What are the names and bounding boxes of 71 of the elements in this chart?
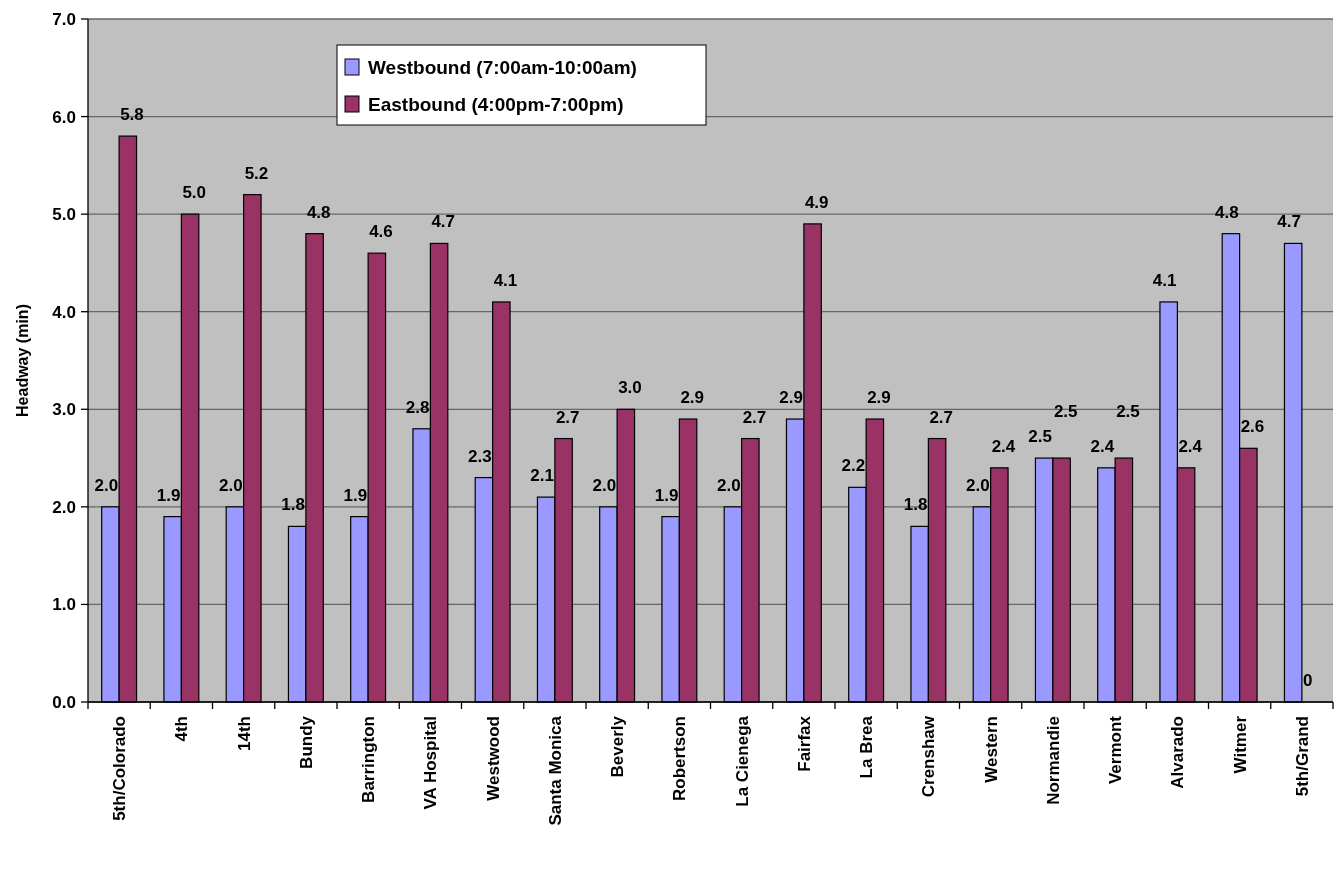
data-label: 1.8 (903, 495, 928, 515)
data-label: 2.4 (1178, 436, 1203, 456)
x-tick-label: Santa Monica (545, 715, 565, 826)
x-tick-label: Robertson (670, 716, 690, 801)
data-label: 2.4 (1090, 436, 1115, 456)
data-label: 4.8 (306, 202, 331, 222)
data-label: 2.9 (779, 388, 803, 408)
data-label: 5.0 (182, 183, 207, 203)
data-label: 2.4 (991, 436, 1016, 456)
data-label: 2.0 (218, 475, 243, 495)
data-label: 2.7 (929, 407, 954, 427)
y-tick-label: 2.0 (52, 497, 76, 517)
x-tick-label: Barrington (359, 716, 379, 803)
y-tick-label: 4.0 (52, 302, 76, 322)
data-label: 2.8 (405, 397, 430, 417)
data-label: 1.9 (343, 485, 368, 505)
data-label: 2.0 (94, 475, 119, 495)
x-tick-label: Fairfax (794, 715, 814, 772)
x-tick-label: La Cienega (732, 715, 752, 807)
data-label: 2.2 (841, 456, 866, 476)
data-label: 5.8 (120, 105, 144, 125)
y-tick-label: 7.0 (52, 9, 76, 29)
y-tick-label: 5.0 (52, 205, 76, 225)
legend-label: Westbound (7:00am-10:00am) (368, 56, 637, 78)
data-label: 4.7 (431, 212, 456, 232)
data-label: 1.9 (156, 485, 181, 505)
x-tick-label: 4th (172, 716, 192, 742)
x-tick-label: Vermont (1106, 715, 1126, 785)
data-label: 2.0 (716, 475, 741, 495)
data-label: 2.7 (742, 407, 767, 427)
y-axis-title: Headway (min) (14, 304, 31, 417)
data-label: 2.9 (867, 388, 891, 408)
data-label: 2.7 (555, 407, 580, 427)
data-label: 5.2 (244, 163, 269, 183)
data-label: 4.8 (1214, 202, 1239, 222)
data-label: 2.5 (1116, 402, 1140, 422)
x-tick-label: 5th/Colorado (110, 716, 130, 821)
x-tick-label: Western (981, 716, 1001, 783)
y-tick-label: 0.0 (52, 692, 76, 712)
data-label: 4.7 (1277, 212, 1301, 232)
x-tick-label: Bundy (296, 715, 316, 769)
x-tick-label: Crenshaw (919, 715, 939, 798)
y-tick-label: 3.0 (52, 400, 76, 420)
data-label: 2.9 (680, 388, 705, 408)
data-label: 2.0 (592, 475, 617, 495)
data-label: 2.1 (530, 466, 554, 486)
x-tick-label: 5th/Grand (1292, 716, 1312, 797)
data-label: 2.5 (1053, 402, 1078, 422)
data-label: 2.3 (467, 446, 492, 466)
data-label: 2.0 (965, 475, 990, 495)
x-tick-label: VA Hospital (421, 716, 441, 810)
x-tick-label: Normandie (1043, 716, 1063, 805)
data-label: 4.1 (493, 270, 518, 290)
data-label: 0 (1302, 671, 1313, 690)
data-label: 1.9 (654, 485, 679, 505)
data-label: 2.5 (1028, 427, 1052, 447)
data-label: 1.8 (281, 495, 305, 515)
y-tick-label: 1.0 (52, 595, 76, 615)
x-tick-label: 14th (234, 716, 254, 751)
data-label: 4.6 (369, 222, 393, 242)
data-label: 4.1 (1152, 270, 1177, 290)
x-tick-label: Witmer (1230, 715, 1250, 774)
x-tick-label: Beverly (608, 715, 628, 778)
data-label: 3.0 (618, 378, 642, 398)
y-tick-label: 6.0 (52, 107, 76, 127)
data-label: 2.6 (1240, 417, 1265, 437)
x-tick-label: Westwood (483, 716, 503, 801)
legend-label: Eastbound (4:00pm-7:00pm) (368, 93, 624, 115)
x-tick-label: Alvarado (1168, 716, 1188, 789)
data-label: 4.9 (804, 192, 829, 212)
x-tick-label: La Brea (857, 715, 877, 779)
